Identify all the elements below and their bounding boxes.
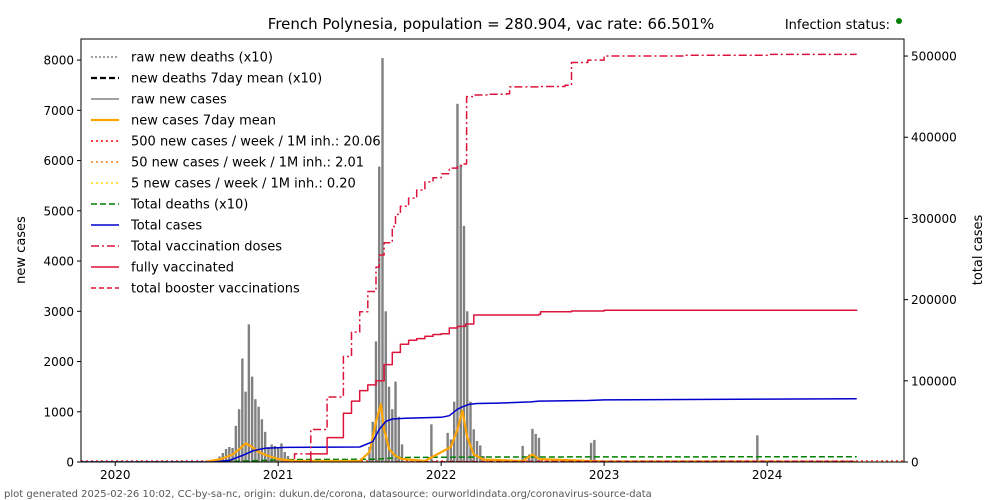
raw-new-cases-bar (374, 341, 378, 462)
chart-title: French Polynesia, population = 280.904, … (268, 15, 714, 33)
raw-new-cases-bar (273, 445, 277, 462)
raw-new-cases-bar (469, 401, 472, 462)
raw-new-cases-bar (479, 445, 482, 462)
raw-new-cases-bar (267, 446, 270, 462)
raw-new-cases-bar (368, 446, 371, 462)
fully-vaccinated-line (294, 309, 858, 462)
total-cases-line (81, 398, 857, 462)
raw-new-cases-bar (247, 324, 251, 462)
legend-entry-label: 500 new cases / week / 1M inh.: 20.06 (131, 135, 381, 150)
raw-new-cases-bar (378, 166, 381, 462)
raw-new-cases-bar (224, 448, 228, 462)
raw-new-cases-bar (283, 451, 286, 462)
y-left-tick-label: 2000 (43, 355, 74, 369)
raw-new-cases-bar (381, 58, 384, 462)
raw-new-cases-bar (531, 428, 534, 462)
legend-entry-label: new cases 7day mean (131, 114, 276, 129)
raw-new-cases-bar (475, 440, 479, 462)
legend: raw new deaths (x10) new deaths 7day mean… (91, 51, 381, 297)
x-tick-label: 2023 (589, 468, 620, 482)
raw-new-cases-bar (589, 442, 593, 462)
raw-new-cases-bar (534, 433, 537, 462)
legend-entry-label: Total deaths (x10) (130, 198, 248, 213)
raw-new-cases-bar (462, 225, 466, 462)
raw-new-cases-bar (241, 358, 244, 462)
legend-entry-label: raw new deaths (x10) (131, 51, 273, 66)
footer-note: plot generated 2025-02-26 10:02, CC-by-s… (4, 489, 652, 500)
infection-status-dot (896, 18, 902, 24)
raw-new-cases-bar (254, 399, 257, 462)
legend-entry-label: Total vaccination doses (130, 240, 282, 255)
raw-new-cases-bar (384, 311, 387, 462)
plot-area (81, 53, 904, 462)
x-axis: 2020 2021 2022 2023 2024 (100, 462, 782, 482)
raw-new-cases-bar (456, 103, 459, 462)
legend-entry-label: new deaths 7day mean (x10) (131, 72, 322, 87)
raw-new-cases-bar (394, 381, 397, 462)
y-right-tick-label: 300000 (911, 212, 957, 226)
y-right-tick-label: 0 (911, 456, 919, 470)
y-right-tick-label: 200000 (911, 293, 957, 307)
raw-new-cases-bar (280, 443, 283, 462)
total-vaccination-doses-line (281, 53, 857, 462)
raw-new-cases-bar (430, 424, 433, 462)
infection-status-label: Infection status: (785, 18, 890, 33)
legend-entry-label: raw new cases (131, 93, 227, 108)
legend-entry-label: total booster vaccinations (131, 282, 300, 297)
new-cases-7day-mean-line (204, 403, 857, 462)
raw-new-cases-bar (260, 419, 264, 462)
y-axis-right: 0 100000 200000 300000 400000 500000 (904, 50, 957, 470)
raw-new-cases-bar (263, 431, 267, 462)
raw-new-cases-bar (250, 376, 254, 462)
y-left-tick-label: 4000 (43, 255, 74, 269)
raw-new-cases-bar (449, 439, 453, 462)
legend-entry-label: fully vaccinated (131, 261, 234, 276)
y-left-tick-label: 8000 (43, 54, 74, 68)
raw-new-cases-bar (257, 406, 260, 462)
raw-new-cases-bar (537, 437, 541, 462)
x-tick-label: 2024 (752, 468, 783, 482)
raw-new-cases-bar (270, 444, 273, 462)
raw-new-cases-bars (215, 58, 759, 462)
raw-new-cases-bar (472, 429, 475, 462)
y-right-tick-label: 500000 (911, 50, 957, 64)
y-axis-left-label: new cases (14, 216, 29, 284)
raw-new-cases-bar (459, 164, 462, 462)
raw-new-cases-bar (228, 446, 231, 462)
y-right-tick-label: 400000 (911, 131, 957, 145)
x-tick-label: 2022 (426, 468, 457, 482)
y-left-tick-label: 3000 (43, 305, 74, 319)
raw-new-cases-bar (400, 444, 404, 462)
x-tick-label: 2021 (263, 468, 294, 482)
y-axis-left: 0 1000 2000 3000 4000 5000 6000 7000 8000 (43, 54, 81, 470)
legend-entry-label: 50 new cases / week / 1M inh.: 2.01 (131, 156, 364, 171)
raw-new-cases-bar (466, 311, 469, 462)
raw-new-cases-bar (244, 391, 247, 462)
raw-new-cases-bar (237, 409, 241, 462)
raw-new-cases-bar (234, 425, 238, 462)
y-left-tick-label: 5000 (43, 204, 74, 218)
y-right-tick-label: 100000 (911, 374, 957, 388)
raw-new-cases-bar (593, 439, 596, 462)
y-left-tick-label: 6000 (43, 154, 74, 168)
y-left-tick-label: 0 (66, 456, 74, 470)
legend-entry-label: 5 new cases / week / 1M inh.: 0.20 (131, 177, 356, 192)
raw-new-cases-bar (453, 401, 456, 462)
raw-new-cases-bar (527, 454, 531, 462)
raw-new-cases-bar (397, 416, 400, 462)
plot-frame (80, 38, 905, 463)
raw-new-cases-bar (391, 409, 394, 462)
y-axis-right-label: total cases (971, 215, 986, 286)
raw-new-cases-bar (521, 445, 524, 462)
y-left-tick-label: 1000 (43, 405, 74, 419)
raw-new-cases-bar (276, 446, 280, 462)
x-tick-label: 2020 (100, 468, 131, 482)
y-left-tick-label: 7000 (43, 104, 74, 118)
raw-new-cases-bar (387, 386, 391, 462)
raw-new-cases-bar (756, 435, 759, 462)
legend-entry-label: Total cases (130, 219, 202, 234)
